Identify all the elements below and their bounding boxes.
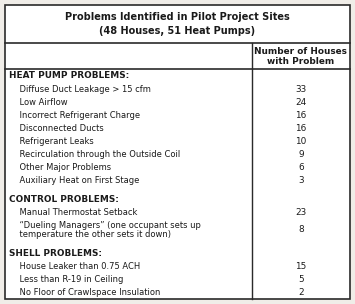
Text: Less than R-19 in Ceiling: Less than R-19 in Ceiling [9,275,124,284]
Text: Problems Identified in Pilot Project Sites: Problems Identified in Pilot Project Sit… [65,12,290,22]
Text: 8: 8 [298,225,304,234]
Text: 15: 15 [295,262,306,271]
Text: CONTROL PROBLEMS:: CONTROL PROBLEMS: [9,195,119,204]
Text: Number of Houses: Number of Houses [255,47,347,56]
Text: Incorrect Refrigerant Charge: Incorrect Refrigerant Charge [9,111,140,120]
Text: 23: 23 [295,208,306,217]
Text: Other Major Problems: Other Major Problems [9,163,111,172]
Text: 2: 2 [298,288,304,297]
Text: 33: 33 [295,85,306,94]
Text: 24: 24 [295,98,306,107]
Text: (48 Houses, 51 Heat Pumps): (48 Houses, 51 Heat Pumps) [99,26,256,36]
Text: HEAT PUMP PROBLEMS:: HEAT PUMP PROBLEMS: [9,71,129,80]
Text: Auxiliary Heat on First Stage: Auxiliary Heat on First Stage [9,176,140,185]
Text: Recirculation through the Outside Coil: Recirculation through the Outside Coil [9,150,180,159]
Text: 16: 16 [295,124,306,133]
Text: 10: 10 [295,137,306,146]
Text: 5: 5 [298,275,304,284]
Text: Refrigerant Leaks: Refrigerant Leaks [9,137,94,146]
Text: No Floor of Crawlspace Insulation: No Floor of Crawlspace Insulation [9,288,160,297]
Text: Disconnected Ducts: Disconnected Ducts [9,124,104,133]
Text: SHELL PROBLEMS:: SHELL PROBLEMS: [9,249,102,257]
Text: Manual Thermostat Setback: Manual Thermostat Setback [9,208,137,217]
Text: with Problem: with Problem [267,57,334,67]
Text: 3: 3 [298,176,304,185]
Text: Diffuse Duct Leakage > 15 cfm: Diffuse Duct Leakage > 15 cfm [9,85,151,94]
Text: 6: 6 [298,163,304,172]
Text: 16: 16 [295,111,306,120]
Text: Low Airflow: Low Airflow [9,98,67,107]
Text: temperature the other sets it down): temperature the other sets it down) [9,230,171,239]
Text: House Leaker than 0.75 ACH: House Leaker than 0.75 ACH [9,262,140,271]
Text: 9: 9 [298,150,304,159]
Text: “Dueling Managers” (one occupant sets up: “Dueling Managers” (one occupant sets up [9,221,201,230]
